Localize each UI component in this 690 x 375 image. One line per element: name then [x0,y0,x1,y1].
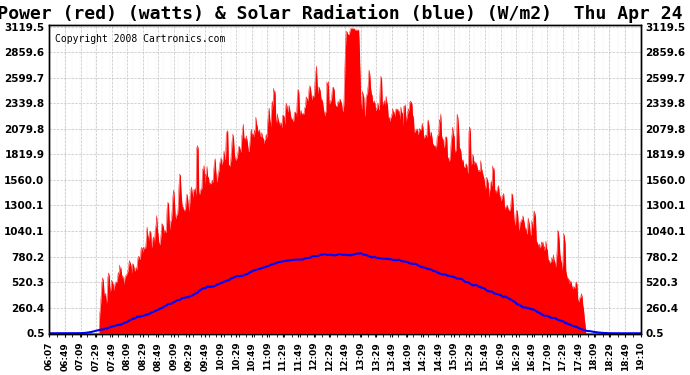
Title: Grid Power (red) (watts) & Solar Radiation (blue) (W/m2)  Thu Apr 24 19:19: Grid Power (red) (watts) & Solar Radiati… [0,4,690,23]
Text: Copyright 2008 Cartronics.com: Copyright 2008 Cartronics.com [55,34,226,44]
